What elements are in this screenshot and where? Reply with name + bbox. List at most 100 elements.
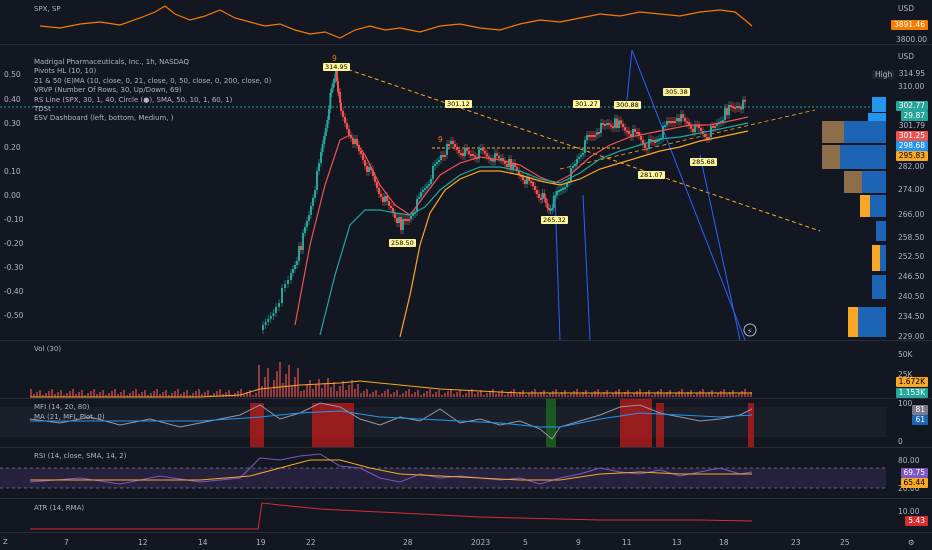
candle [304, 227, 306, 233]
volume-bar [348, 385, 350, 397]
candle [333, 78, 336, 83]
candle [352, 138, 354, 144]
indicator-pivots[interactable]: Pivots HL (10, 10) [34, 67, 97, 76]
candle [722, 120, 724, 122]
atr-pane[interactable]: ATR (14, RMA) 10.00 5.43 [0, 499, 932, 532]
candle [512, 163, 514, 170]
candle [654, 141, 656, 143]
ema-200-line [399, 130, 749, 338]
main-price-pane[interactable]: ⚡ Madrigal Pharmaceuticals, Inc., 1h, NA… [0, 45, 932, 340]
spx-pane[interactable]: SPX, SP USD 3800.00 3891.46 [0, 0, 932, 44]
right-tick: 234.50 [898, 312, 925, 321]
volume-bar [375, 390, 377, 397]
pivot-high: 301.12 [445, 100, 472, 108]
volume-bar [45, 393, 47, 397]
volume-bar [276, 371, 278, 397]
mfi-ma-line [30, 410, 753, 428]
indicator-ema[interactable]: 21 & 50 (E)MA (10, close, 0, 21, close, … [34, 76, 272, 85]
timezone-button[interactable]: Z [3, 538, 8, 546]
candle [506, 164, 508, 167]
price-label-ema21: 301.25 [895, 131, 928, 141]
projection-line-5 [626, 49, 633, 101]
volume-bar [309, 380, 311, 397]
volume-bar [435, 392, 437, 397]
volume-bar [60, 390, 62, 397]
candle [346, 123, 348, 129]
candle [602, 123, 604, 125]
indicator-tdst[interactable]: TDSt [34, 104, 51, 113]
volume-bar [312, 389, 314, 397]
volume-bar [453, 394, 455, 397]
candle [582, 153, 584, 155]
time-axis-separator[interactable] [0, 532, 932, 533]
volume-bar [72, 389, 74, 397]
volume-bar [444, 393, 446, 397]
volume-bar [168, 395, 170, 397]
volume-bar [699, 391, 701, 397]
volume-bar [195, 391, 197, 397]
volume-bar [114, 389, 116, 397]
volume-bar [258, 365, 260, 397]
volume-bar [273, 380, 275, 397]
candle [287, 280, 289, 284]
volume-pane[interactable]: Vol (30) 50K 25K 1.672K 1.153K [0, 341, 932, 398]
rsi-pane[interactable]: RSI (14, close, SMA, 14, 2) 80.00 20.00 … [0, 448, 932, 498]
trendline-up [559, 109, 816, 170]
candle [434, 164, 436, 166]
candle [694, 124, 696, 133]
indicator-vrvp[interactable]: VRVP (Number Of Rows, 30, Up/Down, 69) [34, 86, 182, 95]
candle [668, 121, 670, 123]
candle [306, 221, 308, 227]
pivot-high: 300.88 [614, 101, 641, 109]
pane-separator[interactable] [0, 340, 932, 341]
x-tick: 28 [403, 538, 413, 547]
volume-bar [306, 385, 308, 397]
rsi-ma-line [30, 459, 752, 481]
rsi-tick: 20.00 [898, 484, 920, 493]
indicator-rs-line[interactable]: RS Line (SPX, 30, 1, 40, Circle (●), SMA… [34, 95, 233, 104]
candle [422, 190, 424, 192]
volume-ma-line [30, 380, 752, 398]
volume-bar [549, 393, 551, 397]
candle [320, 152, 322, 163]
volume-bar [69, 391, 71, 397]
candle [480, 148, 482, 150]
candle [720, 121, 722, 123]
volume-bar [186, 390, 188, 397]
volume-bar [237, 391, 239, 397]
pane-separator[interactable] [0, 398, 932, 399]
volume-bar [621, 394, 623, 397]
volume-bar [678, 391, 680, 397]
volume-bar [285, 374, 287, 397]
rsi-label: 69.75 [900, 468, 928, 478]
volume-bar [705, 394, 707, 397]
candle [632, 129, 634, 137]
pane-separator[interactable] [0, 447, 932, 448]
pivot-low: 281.07 [638, 171, 665, 179]
pane-separator[interactable] [0, 44, 932, 45]
volume-bar [402, 393, 404, 397]
volume-bar [219, 389, 221, 397]
candle [368, 167, 370, 172]
pane-separator[interactable] [0, 498, 932, 499]
candle [678, 118, 680, 122]
candle [592, 135, 594, 137]
volume-bar [261, 386, 263, 397]
indicator-esv[interactable]: ESV Dashboard (left, bottom, Medium, ) [34, 114, 174, 123]
volume-bar [738, 393, 740, 397]
volume-bar [423, 393, 425, 397]
volume-bar [588, 395, 590, 397]
volume-bar [294, 377, 296, 397]
volume-bar [405, 391, 407, 397]
main-currency: USD [898, 52, 915, 61]
volume-bar [633, 393, 635, 397]
right-tick: 229.00 [898, 332, 925, 340]
candle [574, 164, 576, 166]
candle [706, 137, 708, 139]
left-tick: -0.10 [4, 215, 24, 224]
settings-gear-icon[interactable]: ⚙ [908, 538, 915, 547]
price-label-countdown: 29.87 [900, 111, 928, 121]
mfi-pane[interactable]: MFI (14, 20, 80) MA (21, MFI, Plot, 0) 1… [0, 399, 932, 447]
candle [740, 107, 742, 110]
